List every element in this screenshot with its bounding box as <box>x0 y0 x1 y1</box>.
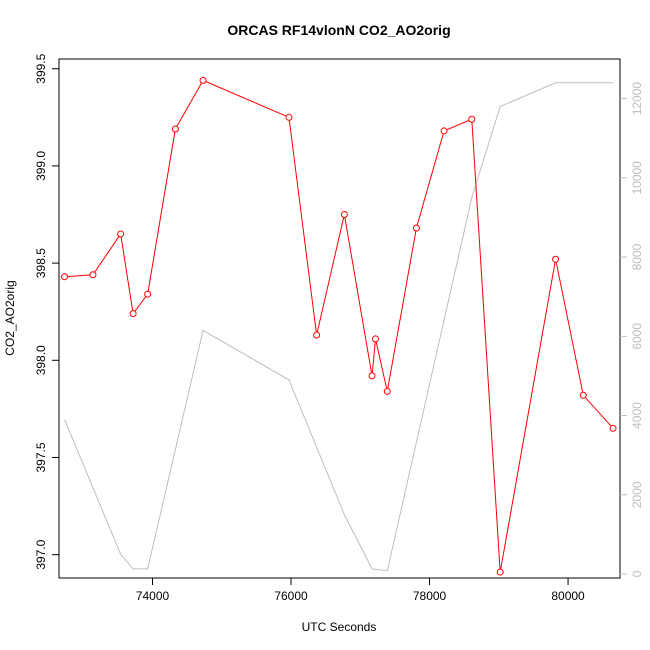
primary-data-point <box>412 224 420 232</box>
primary-data-point <box>468 115 476 123</box>
y2-tick-label: 10000 <box>630 161 644 195</box>
y-tick-label: 397.0 <box>34 539 48 569</box>
y2-tick-label: 4000 <box>630 402 644 429</box>
primary-data-point <box>285 113 293 121</box>
y-axis-left: 397.0 397.5 398.0 398.5 399.0 399.5 <box>34 53 59 570</box>
x-axis: 74000 76000 78000 80000 <box>136 578 585 603</box>
primary-series-line <box>64 79 614 573</box>
x-tick-label: 80000 <box>551 589 585 603</box>
y-axis-label: CO2_AO2orig <box>3 280 17 355</box>
y2-tick-label: 6000 <box>630 323 644 350</box>
y-tick-label: 397.5 <box>34 442 48 472</box>
x-axis-label: UTC Seconds <box>302 620 377 634</box>
y2-tick-label: 2000 <box>630 481 644 508</box>
primary-data-point <box>61 273 69 281</box>
primary-data-point <box>89 271 97 279</box>
y-tick-label: 399.0 <box>34 151 48 181</box>
chart-title: ORCAS RF14vlonN CO2_AO2orig <box>227 22 450 38</box>
primary-data-point <box>552 255 560 263</box>
primary-data-point <box>383 387 391 395</box>
primary-data-point <box>144 290 152 298</box>
primary-data-point <box>171 125 179 133</box>
y-tick-label: 398.5 <box>34 248 48 278</box>
secondary-series-line <box>64 82 614 572</box>
x-tick-label: 78000 <box>413 589 447 603</box>
primary-data-point <box>579 391 587 399</box>
series-primary <box>64 79 614 573</box>
primary-data-point <box>440 127 448 135</box>
primary-data-point <box>496 568 504 576</box>
primary-data-point <box>313 331 321 339</box>
primary-data-point <box>129 310 137 318</box>
series-primary-points <box>61 76 617 576</box>
y2-tick-label: 12000 <box>630 82 644 116</box>
y2-tick-label: 8000 <box>630 243 644 270</box>
primary-data-point <box>609 424 617 432</box>
primary-data-point <box>340 211 348 219</box>
primary-data-point <box>117 230 125 238</box>
y2-tick-label: 0 <box>630 570 644 577</box>
x-tick-label: 74000 <box>136 589 170 603</box>
y-axis-right: 0 2000 4000 6000 8000 10000 12000 <box>620 82 644 577</box>
series-secondary <box>64 82 614 572</box>
y-tick-label: 399.5 <box>34 53 48 83</box>
y-tick-label: 398.0 <box>34 345 48 375</box>
primary-data-point <box>372 335 380 343</box>
plot-box <box>58 58 621 579</box>
primary-data-point <box>199 76 207 84</box>
x-tick-label: 76000 <box>274 589 308 603</box>
primary-data-point <box>368 372 376 380</box>
